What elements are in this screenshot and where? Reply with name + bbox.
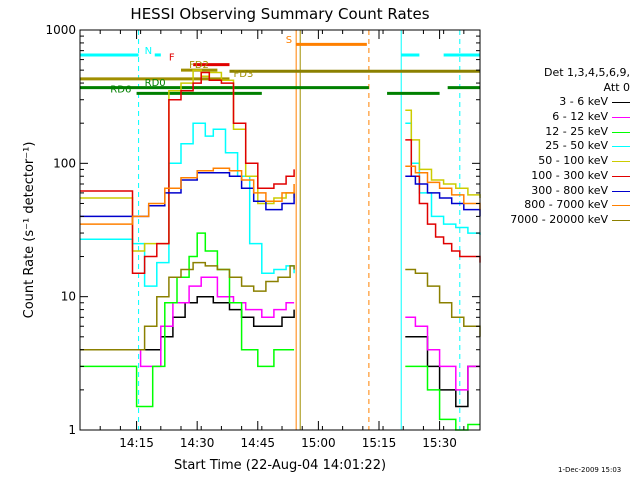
legend-label: 25 - 50 keV [545,139,608,153]
legend-swatch [612,161,630,163]
y-tick-label: 1 [68,423,76,437]
y-tick-label: 10 [61,290,76,304]
plot-area: N F FD2 FD3 S RD0 RD6 [80,30,481,431]
flag-label: FD3 [234,69,254,80]
y-tick-label: 100 [53,156,76,170]
legend-detectors: Det 1,3,4,5,6,9, [543,66,630,79]
legend-swatch [612,131,630,133]
plot-frame [79,29,481,431]
x-tick-label: 14:45 [240,436,275,450]
legend-entry: 3 - 6 keV [478,95,630,110]
legend-swatch [612,190,630,192]
series-line [80,276,480,391]
legend-swatch [612,219,630,221]
legend-entry: 50 - 100 keV [478,154,630,169]
flag-label: RD0 [145,78,166,89]
x-tick-label: 15:30 [422,436,457,450]
legend-entry: 7000 - 20000 keV [478,213,630,228]
legend-swatch [612,117,630,119]
generation-timestamp: 1-Dec-2009 15:03 [558,466,622,474]
x-axis-label: Start Time (22-Aug-04 14:01:22) [174,458,386,473]
legend-label: 6 - 12 keV [552,110,608,124]
legend-swatch [612,205,630,207]
legend-swatch [612,146,630,148]
legend-label: 12 - 25 keV [545,124,608,138]
x-tick-label: 15:15 [362,436,397,450]
x-tick-label: 14:15 [119,436,154,450]
axes: 1 10 100 1000 14:15 14:30 14:45 15:00 15:15 15:30 [45,23,480,450]
x-tick-label: 15:00 [301,436,336,450]
legend-label: 100 - 300 keV [531,168,608,182]
legend: Det 1,3,4,5,6,9, Att 0 3 - 6 keV 6 - 12 … [478,66,630,228]
series-line [80,165,481,225]
series-line [80,69,481,252]
flag-label: RD6 [110,84,131,95]
flag-label: S [286,35,292,46]
y-tick-label: 1000 [45,23,76,37]
series-line [80,261,481,351]
flag-label: FD2 [189,60,209,71]
y-axis-label: Count Rate (s⁻¹ detector⁻¹) [22,142,37,319]
legend-label: 800 - 7000 keV [524,198,608,212]
legend-entry: 800 - 7000 keV [478,198,630,213]
series-line [80,71,481,274]
series-line [80,232,480,431]
flag-label: N [145,46,152,57]
legend-entry: 25 - 50 keV [478,139,630,154]
flag-label: F [169,53,175,64]
legend-entry: 300 - 800 keV [478,184,630,199]
series-line [80,122,481,287]
legend-attenuator: Att 0 [603,80,630,94]
x-tick-label: 14:30 [180,436,215,450]
legend-label: 300 - 800 keV [531,183,608,197]
legend-entry: 6 - 12 keV [478,110,630,125]
legend-label: 50 - 100 keV [538,154,608,168]
legend-entry: 12 - 25 keV [478,125,630,140]
legend-label: 7000 - 20000 keV [510,212,608,226]
legend-swatch [612,102,630,104]
legend-swatch [612,175,630,177]
legend-entry: 100 - 300 keV [478,169,630,184]
legend-label: 3 - 6 keV [559,95,608,109]
chart-title: HESSI Observing Summary Count Rates [130,5,429,23]
